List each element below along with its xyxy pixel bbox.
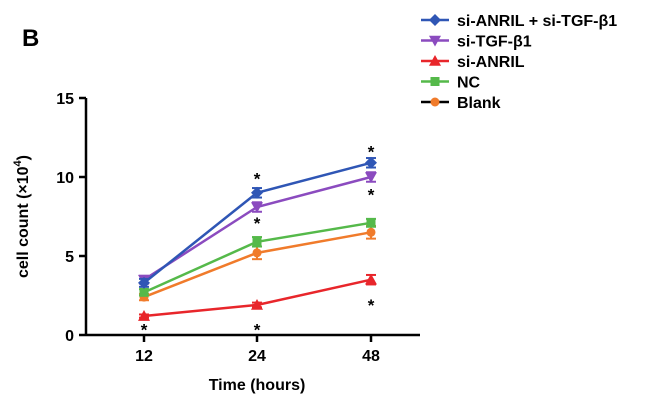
data-point	[366, 218, 376, 228]
legend-swatch-marker	[429, 35, 441, 47]
data-point	[365, 172, 377, 183]
legend-swatch-marker	[430, 97, 440, 107]
data-point	[365, 273, 377, 285]
data-point	[251, 298, 263, 310]
data-point	[251, 202, 263, 214]
significance-marker: *	[368, 296, 375, 315]
x-tick-label: 12	[135, 348, 153, 365]
legend-swatch-marker	[429, 14, 441, 26]
legend-label: si-ANRIL	[457, 54, 525, 71]
x-tick-label: 24	[248, 348, 266, 365]
legend: si-ANRIL + si-TGF-β1 si-TGF-β1 si-ANRIL NC B…	[421, 13, 617, 112]
series-line	[143, 278, 372, 318]
y-axis-label-superscript: 4	[12, 159, 24, 166]
legend-label: Blank	[457, 95, 501, 112]
significance-marker: *	[368, 143, 375, 162]
data-point	[252, 237, 262, 247]
legend-label: si-ANRIL + si-TGF-β1	[457, 13, 617, 30]
y-tick-label: 15	[56, 91, 74, 108]
series-si-tgf-1	[138, 171, 377, 286]
significance-marker: *	[254, 214, 261, 233]
x-ticks: 12 24 48	[135, 335, 380, 365]
legend-label: si-TGF-β1	[457, 34, 532, 51]
legend-item: si-ANRIL + si-TGF-β1	[421, 13, 617, 30]
x-tick-label: 48	[362, 348, 380, 365]
legend-item: Blank	[421, 95, 501, 112]
legend-label: NC	[457, 75, 481, 92]
data-point	[252, 248, 262, 258]
legend-swatch-marker	[429, 55, 441, 66]
significance-marker: *	[254, 170, 261, 189]
y-tick-label: 10	[56, 170, 74, 187]
legend-item: si-ANRIL	[421, 54, 525, 71]
legend-swatch-marker	[430, 77, 440, 86]
y-axis-label-main: cell count (×10	[15, 166, 32, 278]
y-ticks: 0 5 10 15	[56, 91, 86, 345]
series-layer	[138, 156, 377, 321]
annotation-layer: * * * * * * *	[141, 143, 375, 340]
data-point	[365, 156, 377, 169]
series-nc	[139, 217, 376, 297]
data-point	[138, 310, 150, 321]
significance-marker: *	[254, 320, 261, 339]
axes	[84, 98, 420, 337]
data-point	[138, 276, 150, 289]
y-tick-label: 0	[65, 328, 74, 345]
y-axis-label: cell count (×104)	[12, 155, 32, 278]
y-axis-label-close: )	[15, 155, 32, 160]
significance-marker: *	[141, 320, 148, 339]
data-point	[251, 186, 263, 199]
significance-marker: *	[368, 185, 375, 204]
y-tick-label: 5	[65, 249, 74, 266]
panel-label: B	[22, 25, 39, 52]
legend-item: NC	[421, 75, 481, 92]
x-axis-label: Time (hours)	[209, 377, 306, 394]
data-point	[366, 227, 376, 237]
data-point	[139, 287, 149, 297]
series-si-anril-si-tgf-1	[138, 156, 377, 289]
legend-item: si-TGF-β1	[421, 34, 532, 51]
series-si-anril	[138, 273, 377, 321]
